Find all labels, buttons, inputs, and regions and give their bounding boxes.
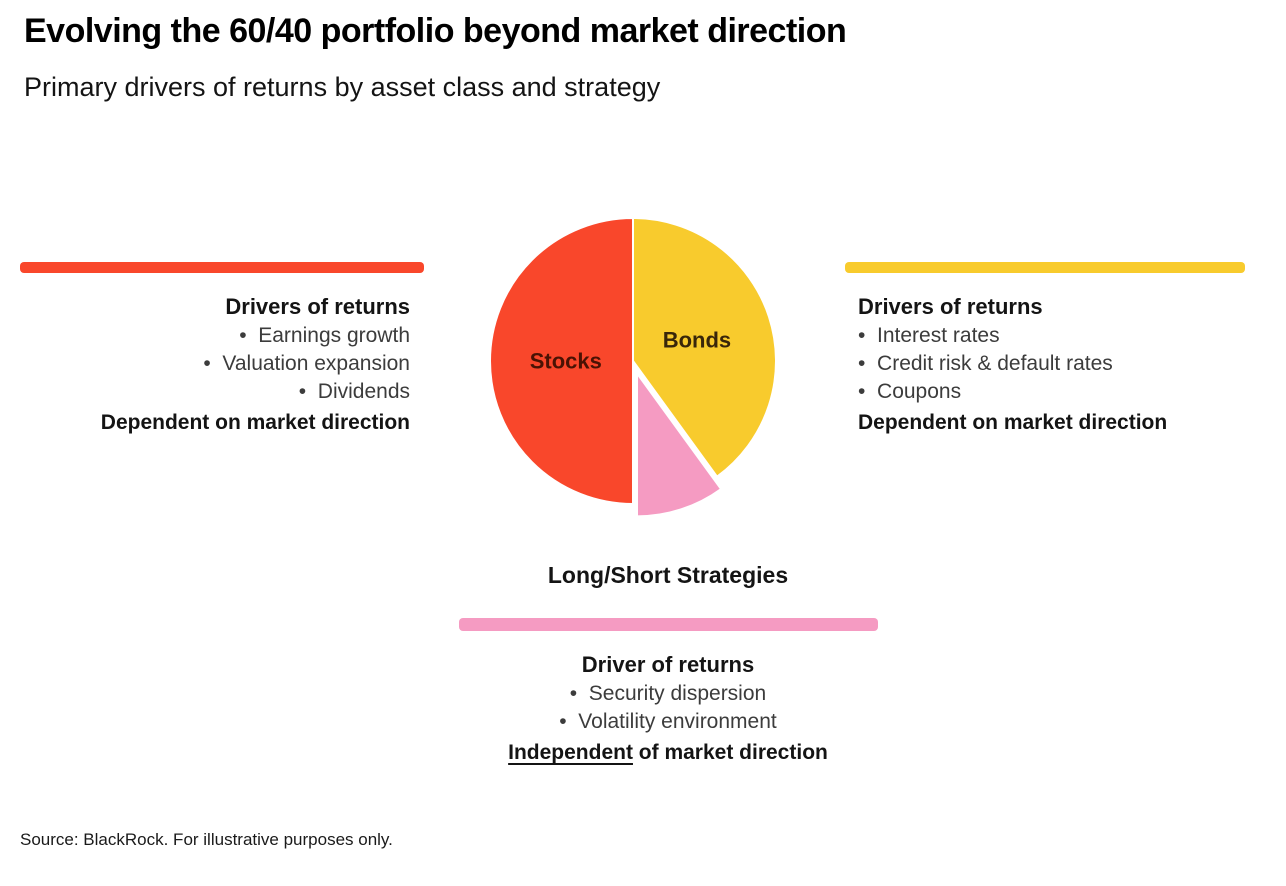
stocks-bullet-dividends: Dividends (20, 378, 410, 406)
pie-slice-long-short-strategies (636, 370, 723, 518)
bonds-accent-bar (845, 262, 1245, 273)
pie-label-bonds: Bonds (663, 328, 731, 353)
source-note: Source: BlackRock. For illustrative purp… (20, 830, 393, 849)
bonds-panel-footnote: Dependent on market direction (858, 411, 1168, 434)
bonds-panel-heading: Drivers of returns (858, 294, 1043, 319)
stocks-bullet-valuation-expansion: Valuation expansion (20, 350, 410, 378)
stocks-panel-footnote: Dependent on market direction (100, 411, 410, 434)
longshort-heading: Long/Short Strategies (547, 562, 789, 588)
bonds-bullet-credit-risk: Credit risk & default rates (858, 350, 1268, 378)
independent-underlined-text: Independent (508, 741, 633, 764)
stocks-panel-heading: Drivers of returns (225, 294, 410, 319)
pie-slice-stocks (489, 216, 634, 506)
bonds-bullet-interest-rates: Interest rates (858, 322, 1268, 350)
pie-label-stocks: Stocks (530, 349, 602, 374)
longshort-panel-footnote: Independent of market direction (418, 738, 918, 768)
page-subtitle: Primary drivers of returns by asset clas… (24, 72, 661, 102)
footnote-rest-text: of market direction (632, 741, 828, 764)
stocks-bullet-earnings-growth: Earnings growth (20, 322, 410, 350)
longshort-accent-bar (459, 618, 878, 631)
page-title: Evolving the 60/40 portfolio beyond mark… (24, 12, 847, 50)
stocks-panel: Drivers of returns Earnings growth Valua… (20, 292, 410, 438)
pie-svg: Bonds Stocks (489, 216, 777, 518)
longshort-panel: Driver of returns Security dispersion Vo… (418, 650, 918, 768)
bonds-bullet-coupons: Coupons (858, 378, 1268, 406)
stocks-accent-bar (20, 262, 424, 273)
longshort-panel-heading: Driver of returns (581, 652, 755, 677)
longshort-bullet-volatility-environment: Volatility environment (418, 708, 918, 736)
longshort-bullet-security-dispersion: Security dispersion (418, 680, 918, 708)
bonds-panel: Drivers of returns Interest rates Credit… (858, 292, 1268, 438)
pie-slice-bonds (632, 216, 777, 479)
portfolio-pie-chart: Bonds Stocks (483, 213, 783, 525)
